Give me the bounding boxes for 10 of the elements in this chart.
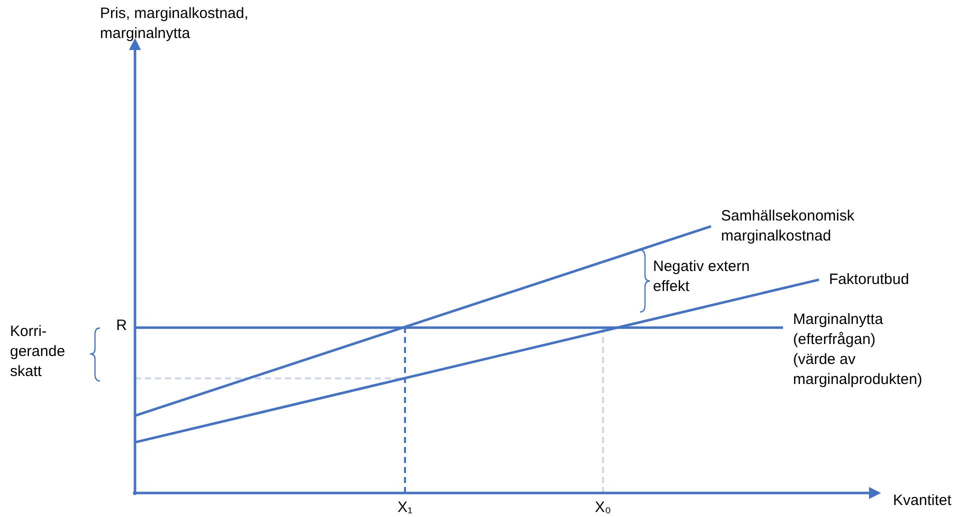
series-label: Marginalnytta (efterfrågan) (värde av marginalprodukten)	[793, 310, 922, 388]
x-axis-title: Kvantitet	[893, 492, 952, 510]
x-tick-label: X₁	[397, 499, 413, 516]
annotation: Negativ extern effekt	[653, 258, 750, 296]
series-label: Faktorutbud	[829, 270, 910, 288]
x-tick-label: X₀	[594, 499, 612, 516]
text: Korri- gerande skatt	[10, 323, 66, 380]
text: R	[116, 316, 128, 334]
text: Pris, marginalkostnad, marginalnytta	[100, 5, 248, 42]
series-label: Samhällsekonomisk marginalkostnad	[721, 207, 855, 244]
